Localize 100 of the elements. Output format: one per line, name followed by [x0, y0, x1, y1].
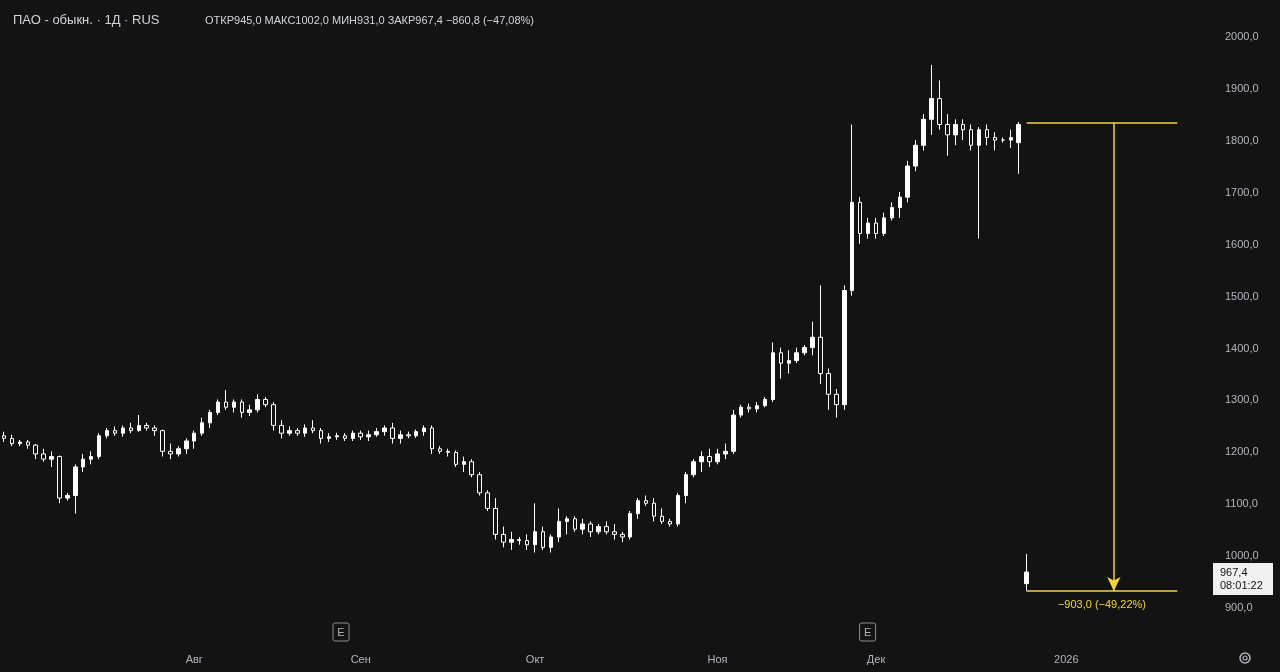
candlestick	[382, 424, 387, 437]
candlestick	[1009, 129, 1013, 149]
candlestick	[541, 526, 545, 551]
candlestick	[525, 533, 529, 551]
candlestick	[335, 432, 339, 441]
x-tick-label: Авг	[185, 652, 203, 665]
candlestick	[358, 430, 363, 441]
candlestick	[842, 284, 847, 411]
x-tick-label: Дек	[866, 652, 886, 665]
candlestick	[636, 497, 640, 520]
candlestick	[929, 64, 934, 136]
candlestick	[1024, 553, 1029, 592]
candlestick	[2, 431, 6, 443]
candlestick	[160, 429, 165, 458]
candlestick	[779, 347, 783, 380]
candlestick	[953, 118, 958, 146]
candlestick	[699, 450, 704, 473]
candlestick	[49, 450, 54, 468]
candlestick	[113, 425, 117, 437]
candlestick	[557, 507, 561, 543]
candlestick	[57, 455, 62, 504]
candlestick	[263, 396, 268, 408]
candlestick	[549, 533, 553, 554]
legend-label: −903,0 (−49,22%)	[1057, 598, 1146, 611]
x-tick-label: Окт	[525, 652, 545, 665]
y-tick-label: 1900,0	[1225, 82, 1259, 95]
candlestick	[232, 398, 236, 413]
candlestick	[969, 124, 973, 151]
candlestick	[866, 217, 870, 240]
candlestick	[731, 409, 736, 455]
text: E	[337, 626, 345, 638]
candlestick	[676, 492, 680, 528]
candlestick	[137, 414, 141, 433]
candlestick	[858, 196, 862, 245]
candlestick	[644, 494, 648, 507]
candlestick	[398, 430, 403, 445]
candlestick	[533, 502, 537, 554]
y-tick-label: 1000,0	[1225, 549, 1259, 562]
y-tick-label: 1400,0	[1225, 341, 1259, 354]
candlestick	[652, 497, 656, 522]
candlestick	[882, 212, 886, 237]
candlestick	[715, 448, 720, 465]
y-tick-label: 1300,0	[1225, 393, 1259, 406]
candlestick	[184, 437, 189, 455]
candlestick	[890, 201, 894, 221]
candlestick	[446, 448, 450, 458]
candlestick	[105, 427, 109, 439]
candlestick	[247, 404, 252, 417]
candlestick	[18, 439, 22, 447]
candlestick	[469, 458, 474, 478]
candlestick	[287, 425, 292, 437]
candlestick	[73, 463, 78, 515]
candlestick	[802, 344, 807, 356]
candlestick	[485, 489, 490, 512]
candlestick	[65, 492, 70, 502]
text: ОТКР945,0 МАКС1002,0 МИН931,0 ЗАКР967,4 −860,8 (−47,08%)	[205, 13, 535, 26]
candlestick	[311, 419, 315, 434]
candlestick	[89, 450, 93, 465]
candlestick	[850, 124, 854, 297]
candlestick	[668, 518, 672, 528]
candlestick	[945, 113, 950, 157]
candlestick	[747, 403, 751, 413]
candlestick	[422, 424, 426, 437]
candlestick	[343, 432, 347, 442]
text: E	[863, 626, 872, 638]
candlestick	[596, 523, 601, 535]
candlestick	[462, 456, 466, 473]
text: 08:01:22	[1220, 578, 1263, 591]
candlestick	[739, 404, 743, 419]
candlestick	[216, 398, 220, 416]
y-tick-label: 1600,0	[1225, 237, 1259, 250]
text: 967,4	[1220, 565, 1248, 578]
candlestick	[771, 341, 775, 403]
candlestick	[81, 453, 85, 473]
candlestick	[691, 458, 696, 478]
candlestick	[168, 443, 173, 460]
candlestick	[628, 510, 632, 541]
candlestick	[913, 139, 918, 172]
candlestick	[279, 419, 284, 439]
candlestick	[580, 518, 585, 535]
candlestick	[905, 160, 910, 203]
candlestick	[509, 531, 514, 551]
candlestick	[208, 409, 212, 429]
candlestick	[240, 398, 244, 419]
candlestick	[517, 536, 521, 546]
y-tick-label: 1500,0	[1225, 289, 1259, 302]
candlestick	[374, 427, 379, 438]
candlestick	[319, 427, 323, 445]
candlestick	[192, 430, 196, 450]
y-tick-label: 900,0	[1225, 601, 1253, 613]
candlestick	[834, 388, 839, 419]
candlestick	[176, 445, 181, 458]
candlestick	[10, 434, 14, 447]
candlestick	[826, 367, 831, 411]
candlestick	[121, 424, 125, 438]
candlestick	[921, 113, 926, 151]
candlestick	[684, 471, 688, 504]
candlestick	[818, 284, 823, 385]
candlestick	[755, 401, 759, 413]
candlestick	[660, 507, 664, 525]
